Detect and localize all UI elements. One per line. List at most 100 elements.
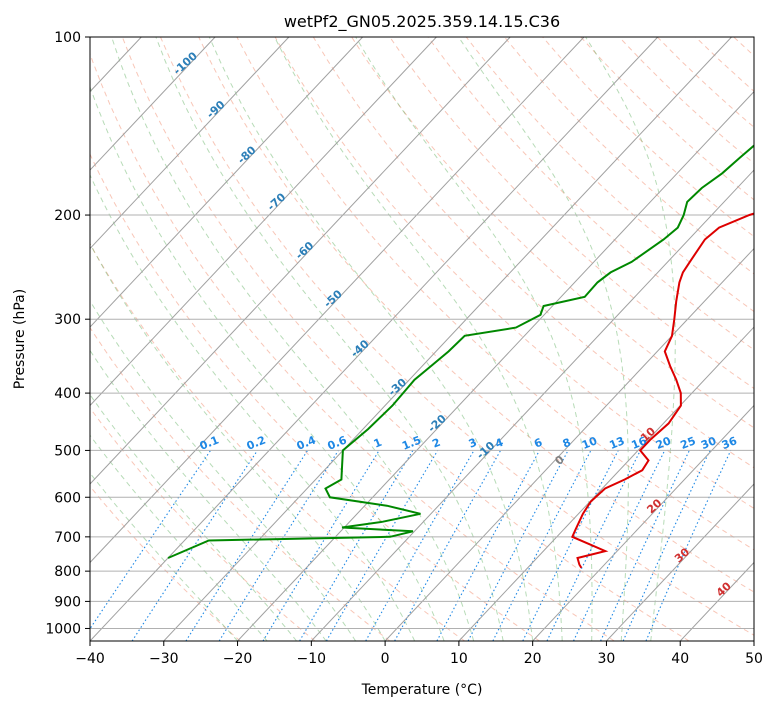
isotherm-label: -70 <box>265 190 289 213</box>
isotherm-line <box>90 37 511 485</box>
moist-adiabat-line <box>90 299 357 641</box>
moist-adiabat-line <box>585 37 676 641</box>
isotherm-line <box>384 247 754 641</box>
moist-adiabat-line <box>155 37 504 641</box>
x-tick-label: 20 <box>524 651 542 667</box>
y-tick-label: 400 <box>54 386 81 402</box>
isotherm-label: 30 <box>672 545 692 565</box>
mixing-ratio-label: 8 <box>561 436 573 451</box>
isotherm-label: -80 <box>235 143 259 166</box>
mixing-ratio-label: 2 <box>430 436 442 451</box>
isotherm-label: -50 <box>321 287 345 310</box>
isotherm-line <box>237 90 754 641</box>
moist-adiabat-line <box>458 37 629 641</box>
isotherm-line <box>90 37 437 407</box>
moist-adiabat-line <box>90 85 445 641</box>
isotherm-label: -60 <box>293 239 317 262</box>
mixing-ratio-line <box>492 450 592 641</box>
moist-adiabat-line <box>208 37 534 641</box>
isotherm-line <box>310 169 754 641</box>
x-tick-label: −10 <box>297 651 327 667</box>
mixing-ratio-label: 0.6 <box>326 433 349 452</box>
plot-frame <box>89 36 755 642</box>
x-axis-label: Temperature (°C) <box>361 682 483 698</box>
mixing-ratio-line <box>573 450 666 641</box>
dry-adiabat-line <box>198 37 754 593</box>
profile-line <box>570 212 754 569</box>
dry-adiabat-line <box>389 37 754 390</box>
dry-adiabat-line <box>427 37 754 351</box>
y-tick-label: 300 <box>54 312 81 328</box>
dry-adiabat-line <box>618 37 754 164</box>
background-lines <box>90 37 754 641</box>
dry-adiabat-line <box>90 52 615 641</box>
dry-adiabat-line <box>504 37 754 275</box>
mixing-ratio-line <box>522 450 619 641</box>
x-tick-label: −20 <box>223 651 253 667</box>
mixing-ratio-line <box>394 450 502 641</box>
dry-adiabat-line <box>465 37 754 313</box>
dry-adiabat-line <box>121 37 690 641</box>
mixing-ratio-line <box>185 450 309 641</box>
moist-adiabat-line <box>274 37 563 641</box>
isotherm-label: 20 <box>644 496 664 516</box>
isotherm-label: -30 <box>386 376 410 399</box>
mixing-ratio-line <box>90 450 212 630</box>
mixing-ratio-line <box>600 450 690 641</box>
mixing-ratio-label: 1 <box>372 436 384 451</box>
mixing-ratio-label: 0.4 <box>295 433 318 452</box>
y-tick-label: 1000 <box>45 621 81 637</box>
dry-adiabat-line <box>90 407 316 641</box>
mixing-ratio-label: 36 <box>720 434 739 452</box>
dry-adiabat-line <box>542 37 754 238</box>
isotherm-line <box>90 37 364 328</box>
isotherm-line <box>163 37 732 641</box>
y-tick-label: 200 <box>54 208 81 224</box>
x-tick-label: 30 <box>598 651 616 667</box>
x-tick-label: −30 <box>149 651 179 667</box>
mixing-ratio-label: 30 <box>699 434 718 452</box>
y-axis-label: Pressure (hPa) <box>12 289 28 389</box>
mixing-ratio-line <box>365 450 475 641</box>
x-axis: −40 −30 −20 −10 0 10 20 30 40 50 <box>75 641 763 667</box>
dry-adiabat-line <box>695 37 754 92</box>
y-tick-label: 800 <box>54 564 81 580</box>
mixing-ratio-line <box>645 450 732 641</box>
dry-adiabat-line <box>90 326 391 641</box>
y-tick-label: 100 <box>54 30 81 46</box>
isotherm-line <box>458 326 754 641</box>
annotation-labels: -100-90-80-70-60-50-40-30-20-10 010203040… <box>171 49 739 599</box>
moist-adiabat-line <box>90 472 238 641</box>
isotherm-line <box>679 561 754 641</box>
mixing-ratio-label: 3 <box>467 436 479 451</box>
x-tick-label: 50 <box>745 651 763 667</box>
isotherm-line <box>532 404 754 641</box>
mixing-ratio-line <box>436 450 540 641</box>
y-tick-label: 700 <box>54 530 81 546</box>
dry-adiabat-line <box>312 37 754 469</box>
mixing-ratio-line <box>467 450 569 641</box>
x-tick-label: 0 <box>381 651 390 667</box>
isotherm-label: 40 <box>714 579 734 599</box>
moist-adiabat-line <box>355 37 593 641</box>
x-tick-label: −40 <box>75 651 105 667</box>
y-tick-label: 600 <box>54 490 81 506</box>
moist-adiabat-line <box>90 242 386 641</box>
dry-adiabat-line <box>90 242 465 641</box>
mixing-ratio-label: 25 <box>679 434 698 452</box>
isotherm-line <box>90 37 585 564</box>
isotherm-line <box>753 640 754 641</box>
x-tick-label: 40 <box>671 651 689 667</box>
dry-adiabat-line <box>656 37 754 128</box>
mixing-ratio-label: 6 <box>532 436 544 451</box>
isotherm-label: -20 <box>425 412 449 435</box>
moist-adiabat-line <box>90 173 416 641</box>
mixing-ratio-label: 13 <box>607 434 626 452</box>
y-tick-label: 500 <box>54 443 81 459</box>
dry-adiabat-line <box>274 37 754 510</box>
chart-title: wetPf2_GN05.2025.359.14.15.C36 <box>284 12 560 32</box>
y-tick-label: 900 <box>54 594 81 610</box>
moist-adiabat-line <box>90 393 297 641</box>
y-axis: 1000 900 800 700 600 500 400 300 200 100 <box>45 30 90 637</box>
